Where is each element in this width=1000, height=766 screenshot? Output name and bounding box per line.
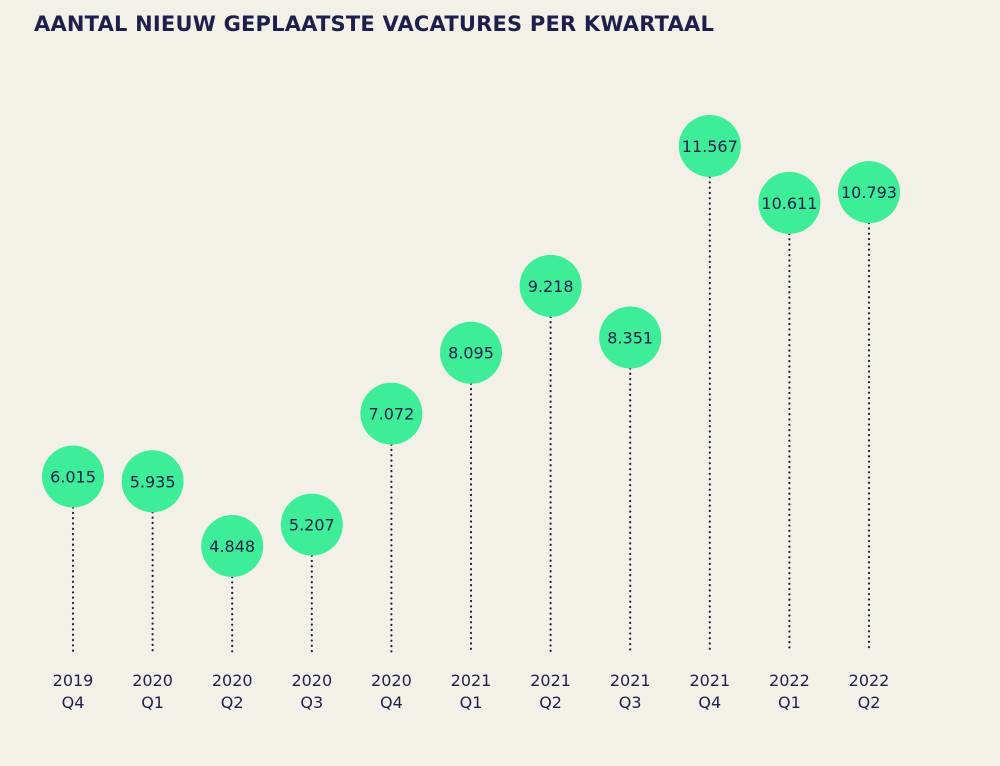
value-bubble: [280, 493, 343, 556]
value-label: 9.218: [528, 277, 574, 296]
x-tick-year: 2020: [132, 671, 173, 690]
x-tick-quarter: Q1: [460, 693, 483, 712]
x-tick-quarter: Q4: [62, 693, 85, 712]
value-bubble: [678, 115, 741, 177]
value-label: 7.072: [368, 405, 414, 424]
value-bubble: [42, 445, 104, 508]
value-label: 6.015: [50, 468, 96, 487]
value-bubble: [838, 161, 900, 224]
value-label: 4.848: [209, 537, 255, 556]
x-tick-quarter: Q2: [221, 693, 244, 712]
x-tick-year: 2019: [53, 671, 94, 690]
x-tick-year: 2022: [769, 671, 810, 690]
x-tick-quarter: Q2: [858, 693, 881, 712]
x-tick-year: 2021: [689, 671, 730, 690]
value-label: 8.095: [448, 344, 494, 363]
value-label: 8.351: [607, 328, 653, 347]
value-bubble: [121, 450, 184, 513]
x-tick-quarter: Q2: [539, 693, 562, 712]
value-bubble: [599, 306, 662, 369]
value-label: 5.207: [289, 516, 335, 535]
value-bubble: [440, 321, 502, 384]
x-tick-quarter: Q4: [698, 693, 721, 712]
value-label: 10.611: [761, 194, 817, 213]
value-label: 10.793: [841, 183, 897, 202]
value-bubble: [758, 171, 821, 234]
x-tick-quarter: Q4: [380, 693, 403, 712]
value-label: 5.935: [130, 472, 176, 491]
x-tick-quarter: Q1: [141, 693, 164, 712]
x-tick-year: 2020: [212, 671, 253, 690]
x-tick-year: 2022: [849, 671, 890, 690]
value-label: 11.567: [682, 137, 738, 156]
x-tick-year: 2021: [610, 671, 651, 690]
value-bubble: [360, 382, 423, 445]
x-tick-quarter: Q3: [300, 693, 323, 712]
value-bubble: [519, 254, 582, 317]
value-bubble: [201, 515, 264, 577]
x-tick-quarter: Q1: [778, 693, 801, 712]
x-tick-quarter: Q3: [619, 693, 642, 712]
x-tick-year: 2021: [530, 671, 571, 690]
x-tick-year: 2021: [451, 671, 492, 690]
chart-title: AANTAL NIEUW GEPLAATSTE VACATURES PER KW…: [34, 12, 715, 36]
x-tick-year: 2020: [371, 671, 412, 690]
x-tick-year: 2020: [291, 671, 332, 690]
